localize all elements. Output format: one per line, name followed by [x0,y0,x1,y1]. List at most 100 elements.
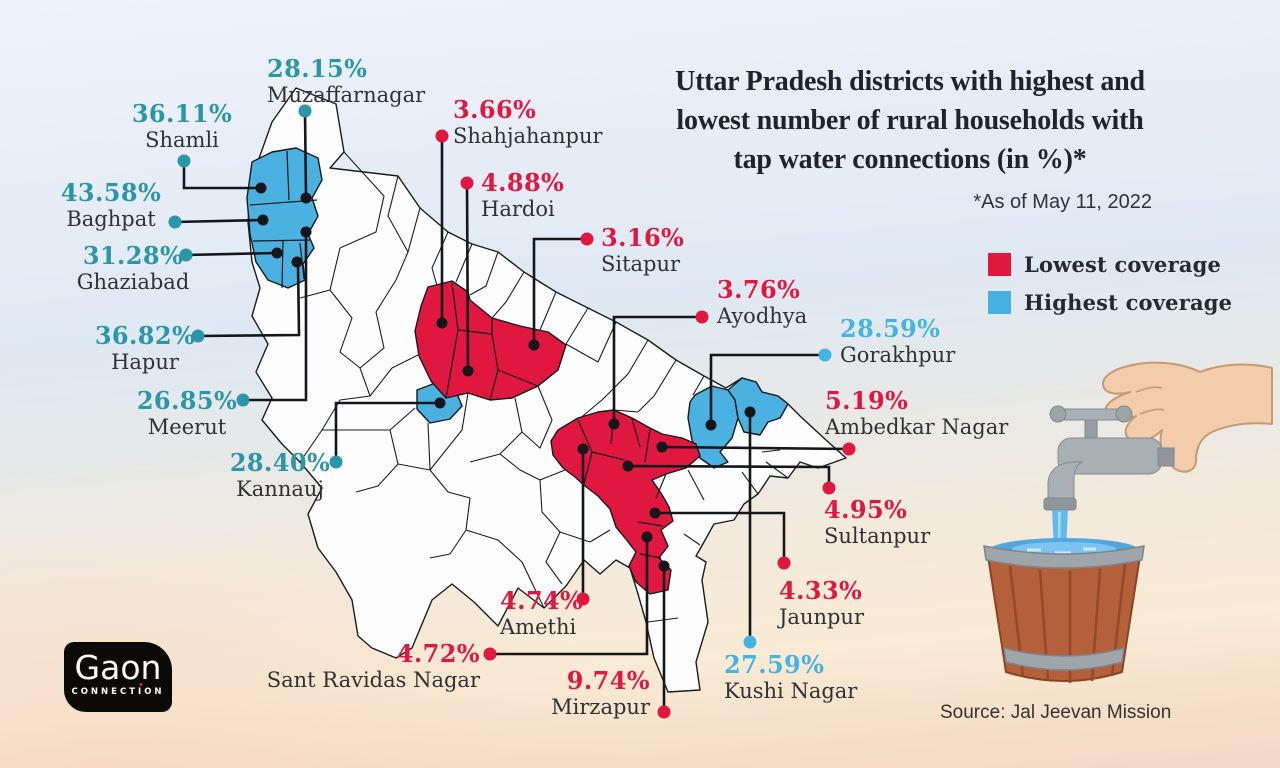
district-name: Ayodhya [717,303,808,328]
district-value: 4.33% [779,576,863,605]
callout-line-gorakhpur [709,353,825,425]
district-value: 28.40% [229,448,331,477]
map-dot-kushi-nagar [744,406,756,418]
logo-subtitle: CONNECTION [71,687,165,697]
as-of-date: *As of May 11, 2022 [973,191,1152,213]
title-line-3: tap water connections (in %)* [733,144,1087,175]
legend-item-highest: Highest coverage [988,290,1232,315]
district-value: 36.11% [131,99,233,128]
district-label-gorakhpur: 28.59% Gorakhpur [840,314,955,367]
label-dot-baghpat [168,215,182,229]
gaon-connection-logo: Gaon CONNECTION [64,642,172,712]
label-end-dots [168,104,856,719]
district-label-hapur: 36.82% Hapur [94,321,196,374]
hand-icon [1102,361,1273,473]
district-value: 3.66% [453,95,537,124]
legend-label: Lowest coverage [1024,252,1222,277]
logo-red-dot-i: I [138,687,145,697]
map-dot-gorakhpur [705,419,717,431]
district-name: Sitapur [601,251,681,276]
district-name: Muzaffarnagar [267,82,426,107]
legend-item-lowest: Lowest coverage [988,252,1232,277]
tap-icon [1043,405,1175,511]
district-label-sitapur: 3.16% Sitapur [601,225,684,276]
label-dot-meerut [236,393,250,407]
callout-line-hardoi [465,182,470,372]
callout-line-hapur [197,262,301,338]
district-value: 36.82% [94,321,196,350]
label-dot-shamli [177,154,191,168]
label-dot-kannauj [329,455,343,469]
label-dot-amethi [576,592,590,606]
district-value: 3.76% [717,275,801,304]
page-title: Uttar Pradesh districts with highest and… [655,62,1165,179]
title-line-2: lowest number of rural households with [676,105,1144,136]
district-name: Jaunpur [779,604,864,629]
lowest-coverage-districts [414,280,701,595]
district-value: 5.19% [825,386,909,415]
bucket-icon [983,538,1145,683]
callout-line-sant-ravidas-nagar [490,537,649,656]
district-label-hardoi: 4.88% Hardoi [481,168,565,221]
label-dot-sultanpur [822,481,836,495]
map-dot-ayodhya [608,418,620,430]
district-label-baghpat: 43.58% Baghpat [61,180,161,231]
up-state-outline [247,87,847,693]
district-value: 27.59% [724,650,825,679]
map-dot-ghaziabad [271,247,283,259]
district-name: Amethi [500,614,577,639]
map-dot-kannauj [434,397,446,409]
lowest-coverage-swatch [988,253,1011,276]
label-dot-sitapur [580,232,594,246]
legend-label: Highest coverage [1024,290,1233,315]
district-label-kushi-nagar: 27.59% Kushi Nagar [724,650,858,703]
map-dot-jaunpur [649,507,661,519]
district-value: 28.15% [267,54,368,83]
callout-line-ghaziabad [185,251,278,257]
source-credit: Source: Jal Jeevan Mission [940,702,1172,723]
callout-line-jaunpur [655,511,786,563]
district-label-meerut: 26.85% Meerut [137,388,237,439]
map-dot-amethi [577,443,589,455]
callout-line-kannauj [334,401,440,462]
district-value: 28.59% [840,314,941,343]
callout-line-baghpat [174,218,264,224]
callout-line-sitapur [532,237,587,345]
map-dot-baghpat [257,214,269,226]
district-value: 4.72% [396,639,480,668]
district-name: Ambedkar Nagar [825,414,1009,439]
callout-line-shamli [182,161,261,190]
label-dot-hapur [191,329,205,343]
map-dot-mirzapur [658,560,670,572]
label-dot-gorakhpur [818,348,832,362]
district-value: 4.95% [824,495,908,524]
district-label-shamli: 36.11% Shamli [131,99,233,152]
district-label-mirzapur: 9.74% Mirzapur [551,666,650,719]
district-value: 4.74% [500,586,584,615]
district-label-sultanpur: 4.95% Sultanpur [824,495,931,548]
label-dot-muzaffarnagar [298,104,312,118]
title-line-1: Uttar Pradesh districts with highest and [675,66,1145,97]
district-boundaries [299,151,789,623]
district-name: Kushi Nagar [724,678,858,703]
district-name: Mirzapur [551,694,650,719]
callout-line-ayodhya [612,315,702,424]
label-dot-kushi-nagar [743,635,757,649]
district-value: 31.28% [82,241,184,270]
label-dot-jaunpur [777,556,791,570]
map-dot-sant-ravidas-nagar [641,531,653,543]
label-dot-shahjahanpur [435,129,449,143]
district-value: 9.74% [566,666,650,695]
district-label-amethi: 4.74% Amethi [500,586,584,639]
district-name: Sultanpur [824,523,931,548]
map-dot-shamli [255,182,267,194]
district-label-kannauj: 28.40% Kannauj [229,448,331,501]
district-value: 4.88% [481,168,565,197]
district-name: Baghpat [66,206,156,231]
tap-water-illustration [983,361,1273,683]
label-dot-ghaziabad [179,248,193,262]
legend: Lowest coverage Highest coverage [988,252,1232,328]
map-dot-sitapur [528,339,540,351]
district-marker-dots [255,182,756,572]
